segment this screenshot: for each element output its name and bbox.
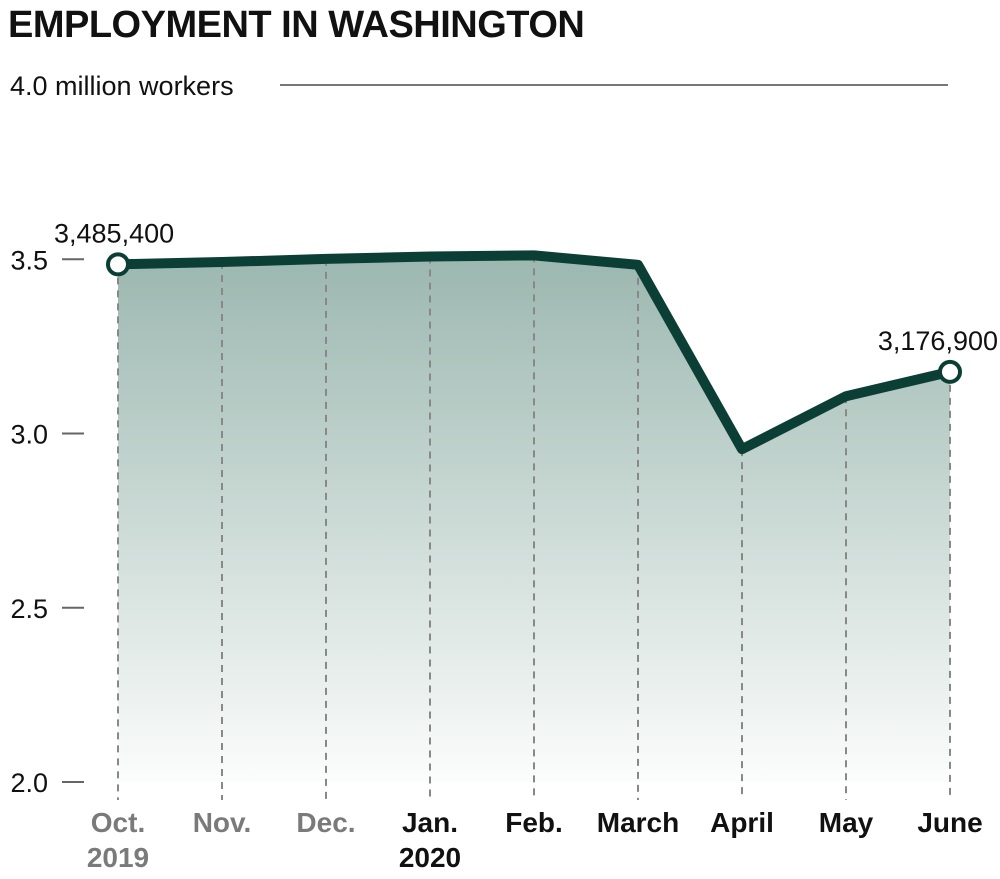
y-tick-label: 3.0: [10, 420, 48, 450]
x-tick-label: March: [597, 807, 679, 838]
y-tick-label: 3.5: [10, 245, 48, 275]
x-tick-label: May: [819, 807, 874, 838]
y-tick-label: 2.5: [10, 594, 48, 624]
x-tick-label: Jan.: [402, 807, 458, 838]
x-tick-year-label: 2020: [399, 842, 461, 873]
data-label: 3,176,900: [878, 326, 998, 356]
x-tick-label: Dec.: [296, 807, 355, 838]
x-tick-year-label: 2019: [87, 842, 149, 873]
chart-title: EMPLOYMENT IN WASHINGTON: [8, 4, 585, 46]
y-tick-label: 2.0: [10, 768, 48, 798]
y-top-tick-label: 4.0 million workers: [10, 71, 234, 101]
data-point: [938, 359, 962, 384]
x-tick-label: June: [917, 807, 982, 838]
data-point: [106, 252, 130, 277]
series-line: [113, 250, 955, 455]
x-tick-label: Feb.: [505, 807, 563, 838]
x-tick-label: Nov.: [193, 807, 252, 838]
x-tick-label: April: [710, 807, 774, 838]
data-label: 3,485,400: [54, 218, 174, 248]
x-tick-label: Oct.: [91, 807, 145, 838]
